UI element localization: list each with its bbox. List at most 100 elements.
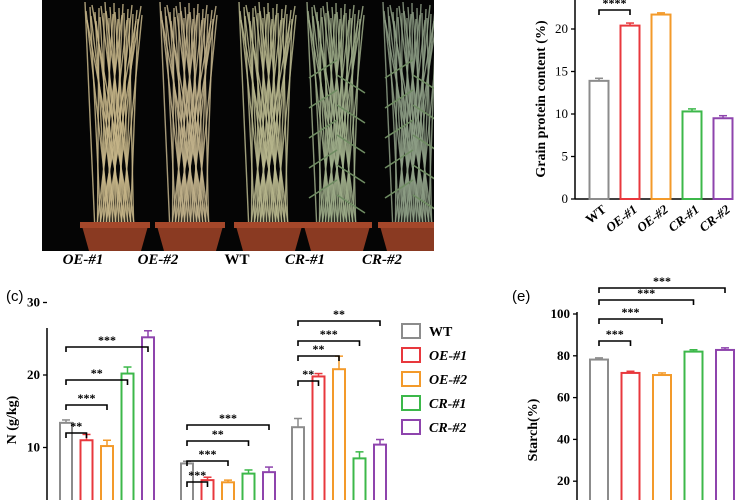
legend-label-4: CR-#1 — [429, 397, 466, 412]
nitrogen-group3-sig-bracket-4-label: ** — [333, 307, 345, 321]
leaf — [308, 179, 338, 199]
legend-swatch-1 — [401, 323, 421, 339]
protein-bar-1 — [588, 79, 610, 200]
stem — [240, 19, 282, 233]
stem — [336, 11, 355, 233]
protein-y-axis-label: Grain protein content (%) — [534, 20, 549, 178]
stem — [412, 11, 431, 233]
photo-labels: OE-#1 OE-#2 WT CR-#1 CR-#2 — [0, 252, 450, 272]
photo-label-cr2: CR-#2 — [361, 252, 403, 268]
nitrogen-group1-sig-bracket-2-label: *** — [78, 391, 96, 405]
protein-bar-5 — [712, 117, 734, 200]
plant-2 — [155, 1, 225, 251]
pot-rim — [80, 222, 150, 228]
pot-rim — [234, 222, 304, 228]
starch-y-axis-label: Starch(%) — [526, 398, 541, 461]
stem — [91, 4, 134, 233]
flower-pot — [82, 226, 148, 251]
photo-label-oe1: OE-#1 — [62, 252, 104, 268]
stem — [169, 11, 183, 233]
stem — [426, 17, 433, 233]
nitrogen-group2-sig-bracket-1 — [186, 481, 209, 487]
panel-label-c: (c) — [6, 288, 24, 305]
leaf — [412, 74, 434, 90]
nitrogen-group2-sig-bracket-4 — [186, 424, 270, 430]
nitrogen-group1-bar-2 — [79, 439, 94, 500]
nitrogen-group2-sig-bracket-2 — [186, 460, 229, 466]
legend-swatch-2 — [401, 347, 421, 363]
stem — [109, 6, 127, 233]
stem — [421, 12, 427, 233]
starch-bar-5 — [715, 348, 735, 500]
stem — [160, 10, 187, 233]
legend-label-3: OE-#2 — [429, 373, 467, 388]
stem — [403, 10, 434, 233]
leaf — [412, 194, 434, 210]
nitrogen-group3-bar-4 — [352, 457, 367, 500]
plant-3 — [234, 1, 304, 251]
flower-pot — [236, 226, 302, 251]
leaf — [336, 194, 366, 214]
flower-pot — [157, 226, 223, 251]
starch-sig-bracket-1-label: *** — [606, 327, 624, 341]
leaf — [412, 134, 434, 150]
stem — [184, 6, 202, 233]
starch-sig-bracket-2-label: *** — [622, 305, 640, 319]
stem — [383, 10, 410, 233]
nitrogen-y-tick-label: 20 — [27, 367, 40, 382]
stem — [90, 15, 118, 233]
starch-sig-bracket-1 — [598, 340, 632, 346]
wheat-plants-illustration — [80, 1, 434, 251]
photo-label-wt: WT — [224, 252, 250, 268]
leaf — [308, 119, 338, 139]
stem — [316, 11, 330, 233]
stem — [327, 10, 358, 233]
stem — [392, 11, 406, 233]
nitrogen-group1-sig-bracket-4-label: *** — [98, 333, 116, 347]
stem — [175, 5, 205, 233]
stem — [245, 4, 288, 233]
protein-x-tick-label: OE-#1 — [603, 202, 640, 236]
stem — [203, 17, 210, 233]
nitrogen-group3-sig-bracket-4 — [297, 320, 381, 326]
nitrogen-group3-sig-bracket-1 — [297, 380, 320, 386]
stem — [159, 1, 171, 233]
stem — [239, 10, 266, 233]
nitrogen-group1-sig-bracket-4 — [65, 346, 149, 352]
leaf — [308, 59, 338, 79]
nitrogen-y-axis-label: N (g/kg) — [5, 395, 20, 444]
starch-bar-4 — [683, 350, 704, 500]
plant-5 — [378, 1, 434, 251]
stem — [263, 6, 281, 233]
stem — [84, 1, 96, 233]
stem — [180, 10, 211, 233]
legend-swatch-4 — [401, 395, 421, 411]
stem — [277, 12, 283, 233]
nitrogen-y-tick-label: 30 — [27, 295, 40, 310]
photo-label-cr1: CR-#1 — [284, 252, 326, 268]
protein-y-tick-label: 20 — [555, 21, 568, 36]
pot-rim — [302, 222, 372, 228]
starch-sig-bracket-3 — [598, 299, 695, 305]
stem — [165, 15, 193, 233]
stem — [161, 19, 203, 233]
stem — [331, 6, 349, 233]
nitrogen-group3-bar-1 — [291, 426, 305, 500]
leaf — [336, 164, 366, 184]
photo-label-oe2: OE-#2 — [137, 252, 179, 268]
stem — [204, 18, 214, 233]
nitrogen-group2-bar-4 — [241, 472, 256, 500]
stem — [398, 5, 428, 233]
nitrogen-group2-sig-bracket-3 — [186, 440, 250, 446]
nitrogen-group2-bar-3 — [221, 481, 235, 500]
leaf — [308, 149, 338, 169]
starch-sig-bracket-4 — [598, 287, 726, 293]
starch-sig-bracket-3-label: *** — [637, 286, 655, 300]
stem — [94, 11, 108, 233]
nitrogen-group1-sig-bracket-1-label: ** — [70, 419, 82, 433]
stem — [123, 12, 129, 233]
nitrogen-group2-sig-bracket-4-label: *** — [219, 411, 237, 425]
stem — [189, 11, 208, 233]
